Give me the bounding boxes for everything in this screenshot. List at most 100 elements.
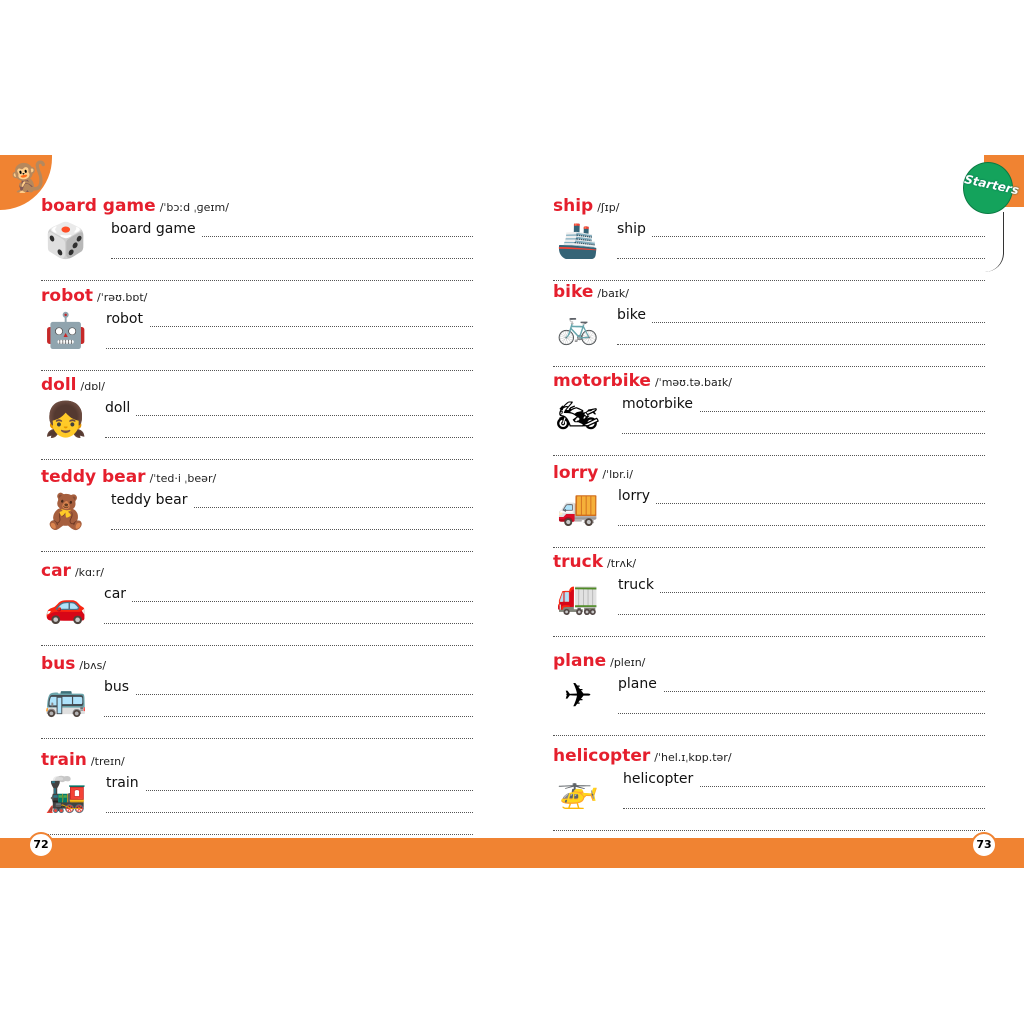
monkey-mascot-icon: 🐒 [10, 160, 48, 195]
phonetic-transcription: /ˈhel.ɪˌkɒp.tər/ [654, 751, 732, 764]
writing-line[interactable] [553, 735, 985, 736]
vocab-entry: teddy bear/ˈted·i ˌbeər/ 🧸 teddy bear [41, 467, 473, 552]
vocab-entry: train/treɪn/ 🚂 train [41, 750, 473, 835]
writing-line[interactable] [618, 614, 985, 615]
vocab-entry: doll/dɒl/ 👧 doll [41, 375, 473, 460]
vocab-title: bus/bʌs/ [41, 654, 473, 674]
phonetic-transcription: /trʌk/ [607, 557, 637, 570]
writing-line[interactable] [553, 547, 985, 548]
vocab-word-sample: car [104, 586, 133, 602]
vocab-entry: lorry/ˈlɒr.i/ 🚚 lorry [553, 463, 985, 548]
writing-line[interactable] [111, 529, 473, 530]
vocab-word-sample: helicopter [623, 771, 700, 787]
vocab-title: motorbike/ˈməʊ.tə.baɪk/ [553, 371, 985, 391]
phonetic-transcription: /ˈlɒr.i/ [602, 468, 633, 481]
plane-icon: ✈ [563, 676, 593, 716]
writing-line[interactable] [553, 366, 985, 367]
phonetic-transcription: /pleɪn/ [610, 656, 646, 669]
vocab-title: doll/dɒl/ [41, 375, 473, 395]
vocab-title: board game/ˈbɔːd ˌɡeɪm/ [41, 196, 473, 216]
footer-bar [0, 838, 1024, 868]
vocab-title: ship/ʃɪp/ [553, 196, 985, 216]
writing-line[interactable] [41, 370, 473, 371]
vocab-entry: robot/ˈrəʊ.bɒt/ 🤖 robot [41, 286, 473, 371]
vocab-entry: bus/bʌs/ 🚌 bus [41, 654, 473, 739]
writing-line[interactable] [104, 623, 473, 624]
phonetic-transcription: /baɪk/ [597, 287, 629, 300]
phonetic-transcription: /ˈməʊ.tə.baɪk/ [654, 376, 732, 389]
writing-line[interactable] [617, 258, 985, 259]
writing-line[interactable]: ship [617, 221, 985, 237]
phonetic-transcription: /ʃɪp/ [597, 201, 620, 214]
writing-line[interactable] [105, 437, 473, 438]
vocab-word-sample: plane [618, 676, 663, 692]
vocab-title: helicopter/ˈhel.ɪˌkɒp.tər/ [553, 746, 985, 766]
motorbike-icon: 🏍 [556, 396, 600, 436]
writing-line[interactable]: truck [618, 577, 985, 593]
vocab-word-sample: train [106, 775, 145, 791]
writing-line[interactable]: train [106, 775, 473, 791]
page-number-left: 72 [28, 832, 54, 858]
writing-line[interactable] [41, 834, 473, 835]
writing-line[interactable] [41, 280, 473, 281]
vocab-word-heading: teddy bear [41, 467, 146, 487]
writing-line[interactable]: board game [111, 221, 473, 237]
phonetic-transcription: /ˈrəʊ.bɒt/ [97, 291, 148, 304]
badge-label: Starters [963, 172, 1021, 198]
writing-line[interactable] [41, 551, 473, 552]
writing-line[interactable]: helicopter [623, 771, 985, 787]
vocab-word-sample: bike [617, 307, 652, 323]
vocab-title: teddy bear/ˈted·i ˌbeər/ [41, 467, 473, 487]
writing-line[interactable]: doll [105, 400, 473, 416]
writing-line[interactable] [106, 348, 473, 349]
writing-line[interactable] [41, 645, 473, 646]
writing-line[interactable]: motorbike [622, 396, 985, 412]
bike-icon: 🚲 [556, 307, 600, 347]
train-icon: 🚂 [44, 775, 88, 815]
truck-icon: 🚛 [556, 577, 600, 617]
writing-line[interactable]: bike [617, 307, 985, 323]
writing-line[interactable]: plane [618, 676, 985, 692]
writing-line[interactable] [106, 812, 473, 813]
vocab-word-sample: motorbike [622, 396, 700, 412]
vocab-title: bike/baɪk/ [553, 282, 985, 302]
writing-line[interactable]: bus [104, 679, 473, 695]
writing-line[interactable] [618, 525, 985, 526]
vocab-entry: board game/ˈbɔːd ˌɡeɪm/ 🎲 board game [41, 196, 473, 281]
vocab-word-heading: bus [41, 654, 76, 674]
writing-line[interactable] [553, 455, 985, 456]
lorry-icon: 🚚 [556, 488, 600, 528]
writing-line[interactable] [41, 459, 473, 460]
writing-line[interactable] [622, 433, 985, 434]
phonetic-transcription: /ˈbɔːd ˌɡeɪm/ [159, 201, 229, 214]
vocab-word-heading: doll [41, 375, 77, 395]
writing-line[interactable] [104, 716, 473, 717]
vocab-entry: car/kɑːr/ 🚗 car [41, 561, 473, 646]
writing-line[interactable] [553, 830, 985, 831]
vocab-word-heading: plane [553, 651, 607, 671]
writing-line[interactable] [623, 808, 985, 809]
writing-line[interactable]: teddy bear [111, 492, 473, 508]
vocab-title: lorry/ˈlɒr.i/ [553, 463, 985, 483]
phonetic-transcription: /kɑːr/ [74, 566, 104, 579]
vocab-word-sample: truck [618, 577, 660, 593]
writing-line[interactable] [617, 344, 985, 345]
vocab-entry: helicopter/ˈhel.ɪˌkɒp.tər/ 🚁 helicopter [553, 746, 985, 831]
vocab-word-heading: lorry [553, 463, 599, 483]
bus-icon: 🚌 [44, 679, 88, 719]
phonetic-transcription: /dɒl/ [80, 380, 105, 393]
board-game-icon: 🎲 [44, 221, 88, 261]
writing-line[interactable]: lorry [618, 488, 985, 504]
vocab-word-heading: truck [553, 552, 603, 572]
writing-line[interactable] [618, 713, 985, 714]
writing-line[interactable] [553, 280, 985, 281]
writing-line[interactable] [111, 258, 473, 259]
writing-line[interactable]: car [104, 586, 473, 602]
vocab-title: truck/trʌk/ [553, 552, 985, 572]
helicopter-icon: 🚁 [556, 771, 600, 811]
writing-line[interactable]: robot [106, 311, 473, 327]
teddy-bear-icon: 🧸 [44, 492, 88, 532]
robot-icon: 🤖 [44, 311, 88, 351]
writing-line[interactable] [553, 636, 985, 637]
writing-line[interactable] [41, 738, 473, 739]
